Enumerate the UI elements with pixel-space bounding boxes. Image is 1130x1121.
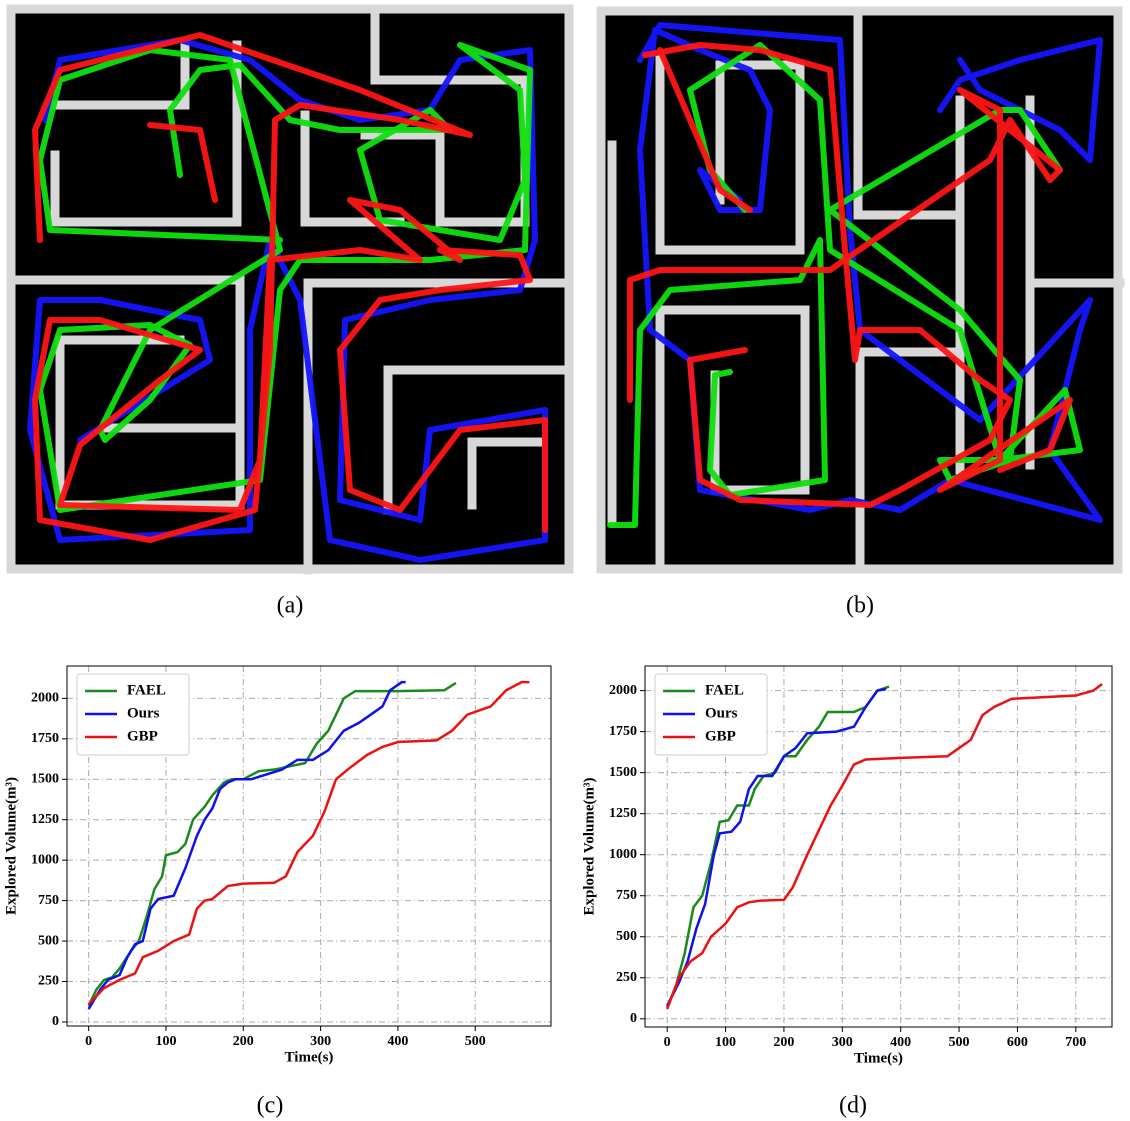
y-tick-label: 500 bbox=[616, 929, 637, 944]
legend-label: GBP bbox=[127, 728, 158, 744]
y-tick-label: 500 bbox=[38, 933, 59, 948]
x-tick-label: 200 bbox=[233, 1034, 254, 1049]
legend-label: FAEL bbox=[705, 682, 744, 698]
y-tick-label: 0 bbox=[52, 1014, 59, 1029]
caption: (a) bbox=[277, 593, 304, 619]
figure: (a) (b) 02505007501000125015001750200001… bbox=[0, 0, 1130, 1121]
y-tick-label: 1500 bbox=[609, 765, 637, 780]
x-tick-label: 500 bbox=[949, 1035, 970, 1050]
y-tick-label: 250 bbox=[616, 970, 637, 985]
y-tick-label: 1000 bbox=[609, 847, 637, 862]
y-tick-label: 750 bbox=[616, 888, 637, 903]
y-tick-label: 1250 bbox=[609, 806, 637, 821]
y-tick-label: 2000 bbox=[31, 691, 59, 706]
y-tick-label: 250 bbox=[38, 974, 59, 989]
caption: (c) bbox=[257, 1093, 284, 1119]
caption: (d) bbox=[839, 1093, 867, 1119]
legend-label: Ours bbox=[127, 705, 160, 721]
y-tick-label: 0 bbox=[630, 1011, 637, 1026]
maze-b bbox=[597, 7, 1122, 573]
x-tick-label: 300 bbox=[310, 1034, 331, 1049]
x-tick-label: 600 bbox=[1007, 1035, 1028, 1050]
y-tick-label: 750 bbox=[38, 893, 59, 908]
x-tick-label: 0 bbox=[85, 1034, 92, 1049]
y-tick-label: 1750 bbox=[31, 731, 59, 746]
y-axis-label: Explored Volume(m³) bbox=[3, 777, 19, 915]
x-tick-label: 100 bbox=[155, 1034, 176, 1049]
x-tick-label: 300 bbox=[832, 1035, 853, 1050]
y-tick-label: 1000 bbox=[31, 852, 59, 867]
x-axis-label: Time(s) bbox=[854, 1050, 903, 1066]
y-axis-label: Explored Volume(m³) bbox=[581, 778, 597, 916]
x-axis-label: Time(s) bbox=[285, 1049, 334, 1065]
y-tick-label: 1500 bbox=[31, 771, 59, 786]
y-tick-label: 1750 bbox=[609, 724, 637, 739]
x-tick-label: 400 bbox=[387, 1034, 408, 1049]
x-tick-label: 500 bbox=[465, 1034, 486, 1049]
maze-a bbox=[7, 5, 573, 573]
x-tick-label: 0 bbox=[664, 1035, 671, 1050]
legend-label: FAEL bbox=[127, 682, 166, 698]
x-tick-label: 100 bbox=[715, 1035, 736, 1050]
legend-label: Ours bbox=[705, 705, 738, 721]
caption: (b) bbox=[846, 593, 874, 619]
x-tick-label: 200 bbox=[773, 1035, 794, 1050]
x-tick-label: 400 bbox=[890, 1035, 911, 1050]
y-tick-label: 2000 bbox=[609, 683, 637, 698]
y-tick-label: 1250 bbox=[31, 812, 59, 827]
x-tick-label: 700 bbox=[1065, 1035, 1086, 1050]
legend-label: GBP bbox=[705, 728, 736, 744]
